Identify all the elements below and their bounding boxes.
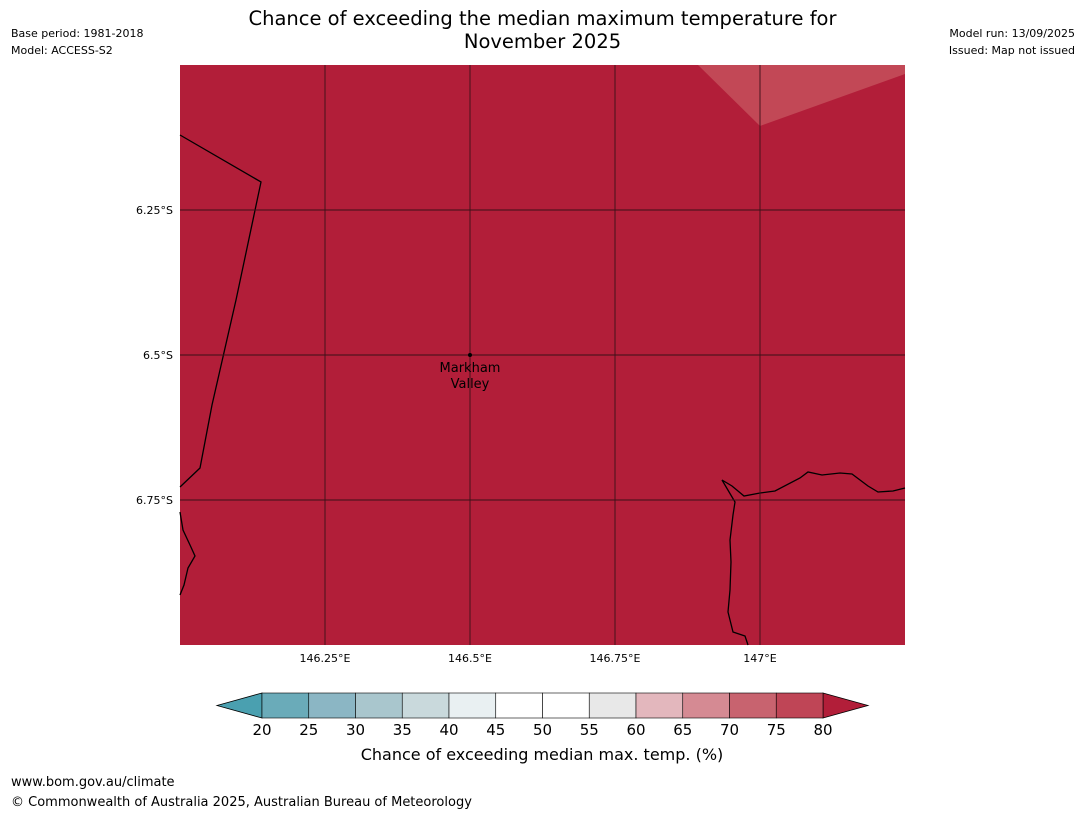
colorbar-tick-label: 45 (486, 721, 505, 739)
colorbar-tick-label: 25 (299, 721, 318, 739)
footer-copyright: © Commonwealth of Australia 2025, Austra… (11, 795, 472, 810)
base-period-text: Base period: 1981-2018 (11, 27, 144, 40)
title-line-2: November 2025 (463, 30, 622, 53)
lat-label-6-75: 6.75°S (136, 494, 173, 507)
colorbar-tick-label: 50 (533, 721, 552, 739)
map-title: Chance of exceeding the median maximum t… (180, 7, 905, 53)
colorbar-tick-label: 60 (626, 721, 645, 739)
place-name-line-2: Valley (451, 377, 490, 392)
colorbar-tick-label: 20 (252, 721, 271, 739)
issued-text: Issued: Map not issued (948, 44, 1075, 57)
colorbar-tick-label: 55 (580, 721, 599, 739)
title-line-1: Chance of exceeding the median maximum t… (248, 7, 837, 30)
colorbar-tick-label: 75 (767, 721, 786, 739)
colorbar-tick-label: 40 (439, 721, 458, 739)
colorbar-tick-label: 65 (673, 721, 692, 739)
footer-url-link[interactable]: www.bom.gov.au/climate (11, 775, 175, 790)
coastline (179, 134, 906, 646)
colorbar-tick-label: 30 (346, 721, 365, 739)
metadata-right: Model run: 13/09/2025 Issued: Map not is… (949, 25, 1075, 59)
lat-label-6-25: 6.25°S (136, 204, 173, 217)
colorbar-tick-label: 70 (720, 721, 739, 739)
map-probability-patch (698, 65, 905, 126)
coastline-west (179, 511, 196, 596)
map[interactable]: Markham Valley 6.25°S 6.5°S 6.75°S 146.2… (0, 0, 1085, 700)
border-line (179, 134, 262, 488)
lon-label-147: 147°E (743, 652, 776, 665)
colorbar-tick-label: 80 (813, 721, 832, 739)
colorbar-title: Chance of exceeding median max. temp. (%… (360, 745, 724, 764)
lat-label-6-5: 6.5°S (143, 349, 173, 362)
lon-label-146-5: 146.5°E (448, 652, 492, 665)
place-marker-dot[interactable] (468, 353, 472, 357)
model-text: Model: ACCESS-S2 (11, 44, 113, 57)
lon-label-146-75: 146.75°E (590, 652, 641, 665)
model-run-text: Model run: 13/09/2025 (949, 27, 1075, 40)
colorbar-tick-label: 35 (393, 721, 412, 739)
lon-label-146-25: 146.25°E (300, 652, 351, 665)
place-name-line-1: Markham (440, 361, 501, 376)
gridlines (180, 65, 905, 645)
metadata-left: Base period: 1981-2018 Model: ACCESS-S2 (11, 25, 143, 59)
coastline-east (721, 471, 906, 646)
